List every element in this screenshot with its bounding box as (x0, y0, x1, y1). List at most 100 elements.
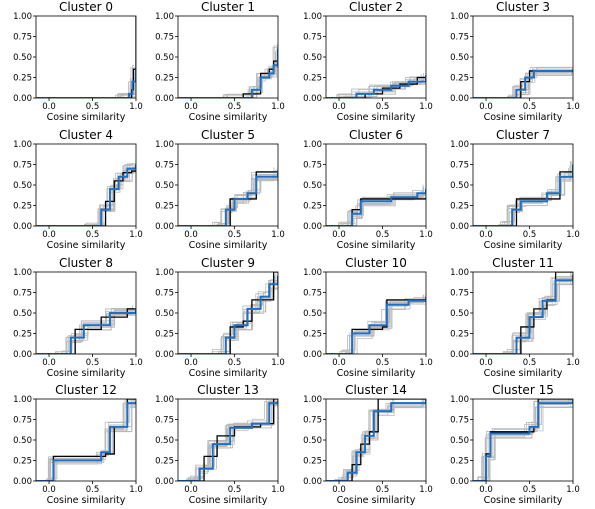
x-tick-label: 1.0 (129, 485, 143, 495)
y-tick-label: 0.75 (13, 161, 32, 171)
panel-cluster-11: Cluster 11 0.00 0.25 0.50 0.75 1.00 0.0 0.5 1.0C… (450, 256, 580, 379)
panel-cluster-9: Cluster 9 0.00 0.25 0.50 0.75 1.00 0.0 0.5 1.0Co… (155, 256, 285, 379)
individual-cdf-line (178, 46, 278, 98)
y-tick-label: 0.75 (303, 33, 322, 43)
individual-cdf-line (36, 73, 136, 98)
individual-cdf-line (473, 276, 573, 354)
x-axis-label: Cosine similarity (47, 112, 126, 123)
y-tick-label: 0.00 (155, 94, 174, 104)
panel-title: Cluster 11 (492, 256, 554, 270)
mean-cdf-line (326, 298, 426, 354)
panel-title: Cluster 7 (496, 128, 550, 142)
y-tick-label: 0.25 (450, 202, 469, 212)
individual-cdf-line (178, 170, 278, 226)
mean-cdf-line (473, 274, 573, 354)
individual-cdf-line (326, 296, 425, 354)
y-tick-label: 0.00 (450, 222, 469, 232)
individual-cdf-line (36, 160, 136, 226)
y-tick-label: 1.00 (303, 268, 322, 278)
y-tick-label: 0.75 (303, 289, 322, 299)
panel-title: Cluster 9 (201, 256, 255, 270)
x-tick-label: 0.5 (523, 102, 537, 112)
individual-cdf-line (178, 43, 278, 98)
y-tick-label: 0.00 (450, 350, 469, 360)
mean-cdf-line (473, 69, 573, 98)
y-tick-label: 0.75 (303, 416, 322, 426)
panel-title: Cluster 10 (345, 256, 407, 270)
panel-title: Cluster 14 (345, 383, 407, 397)
panel-title: Cluster 8 (59, 256, 113, 270)
y-tick-label: 0.25 (13, 202, 32, 212)
axes-frame (325, 143, 427, 227)
mean-cdf-line (326, 399, 426, 481)
x-tick-label: 0.0 (42, 230, 56, 240)
highlight-cdf-line (326, 399, 426, 481)
y-tick-label: 0.50 (303, 181, 322, 191)
x-axis-label: Cosine similarity (337, 368, 416, 379)
individual-cdf-line (473, 275, 573, 354)
individual-cdf-line (326, 295, 426, 354)
y-tick-label: 1.00 (13, 140, 32, 150)
y-tick-label: 0.25 (13, 74, 32, 84)
y-tick-label: 0.75 (450, 33, 469, 43)
mean-cdf-line (326, 189, 426, 226)
plot-area (36, 16, 136, 98)
individual-cdf-line (473, 70, 572, 98)
y-tick-label: 0.75 (13, 289, 32, 299)
x-axis-label: Cosine similarity (47, 495, 126, 506)
individual-cdf-line (473, 275, 573, 354)
individual-cdf-line (36, 162, 133, 226)
plot-area (473, 272, 573, 354)
plot-area (473, 161, 573, 226)
y-tick-label: 0.50 (13, 53, 32, 63)
x-tick-label: 0.5 (228, 230, 242, 240)
x-tick-label: 0.0 (184, 102, 198, 112)
y-tick-label: 0.25 (303, 202, 322, 212)
x-tick-label: 0.5 (523, 230, 537, 240)
y-tick-label: 0.50 (450, 436, 469, 446)
y-tick-label: 0.50 (13, 436, 32, 446)
x-tick-label: 0.0 (184, 358, 198, 368)
individual-cdf-line (178, 51, 277, 98)
y-tick-label: 0.25 (155, 457, 174, 467)
panel-title: Cluster 2 (349, 0, 403, 14)
panel-cluster-13: Cluster 13 0.00 0.25 0.50 0.75 1.00 0.0 0.5 1.0C… (155, 383, 285, 506)
y-tick-label: 1.00 (303, 395, 322, 405)
x-tick-label: 0.5 (523, 485, 537, 495)
x-axis-label: Cosine similarity (47, 240, 126, 251)
individual-cdf-line (178, 403, 278, 481)
highlight-cdf-line (178, 52, 278, 98)
x-tick-label: 0.5 (86, 230, 100, 240)
panel-title: Cluster 6 (349, 128, 403, 142)
y-tick-label: 0.50 (155, 181, 174, 191)
y-tick-label: 0.25 (450, 74, 469, 84)
individual-cdf-line (36, 402, 135, 481)
x-tick-label: 1.0 (271, 230, 285, 240)
mean-cdf-line (473, 164, 573, 226)
individual-cdf-line (178, 275, 278, 354)
y-tick-label: 0.00 (303, 350, 322, 360)
x-tick-label: 0.5 (376, 358, 390, 368)
plot-area (326, 399, 426, 481)
x-tick-label: 0.0 (184, 230, 198, 240)
y-tick-label: 1.00 (13, 12, 32, 22)
x-tick-label: 0.0 (42, 102, 56, 112)
y-tick-label: 0.25 (303, 74, 322, 84)
x-tick-label: 0.0 (332, 102, 346, 112)
axes-frame (177, 15, 279, 99)
y-tick-label: 0.00 (13, 222, 32, 232)
x-tick-label: 0.0 (479, 485, 493, 495)
mean-cdf-line (326, 75, 426, 98)
panel-cluster-1: Cluster 1 0.00 0.25 0.50 0.75 1.00 0.0 0.5 1.0Co… (155, 0, 285, 123)
mean-cdf-line (36, 308, 136, 354)
y-tick-label: 0.25 (303, 457, 322, 467)
y-tick-label: 0.50 (13, 309, 32, 319)
x-axis-label: Cosine similarity (337, 112, 416, 123)
y-tick-label: 0.00 (155, 477, 174, 487)
individual-cdf-line (178, 399, 275, 481)
panel-cluster-0: Cluster 0 0.00 0.25 0.50 0.75 1.00 0.0 0.5 1.0Co… (13, 0, 143, 123)
y-tick-label: 1.00 (155, 268, 174, 278)
panel-cluster-15: Cluster 15 0.00 0.25 0.50 0.75 1.00 0.0 0.5 1.0C… (450, 383, 580, 506)
highlight-cdf-line (473, 70, 573, 98)
y-tick-label: 0.75 (303, 161, 322, 171)
